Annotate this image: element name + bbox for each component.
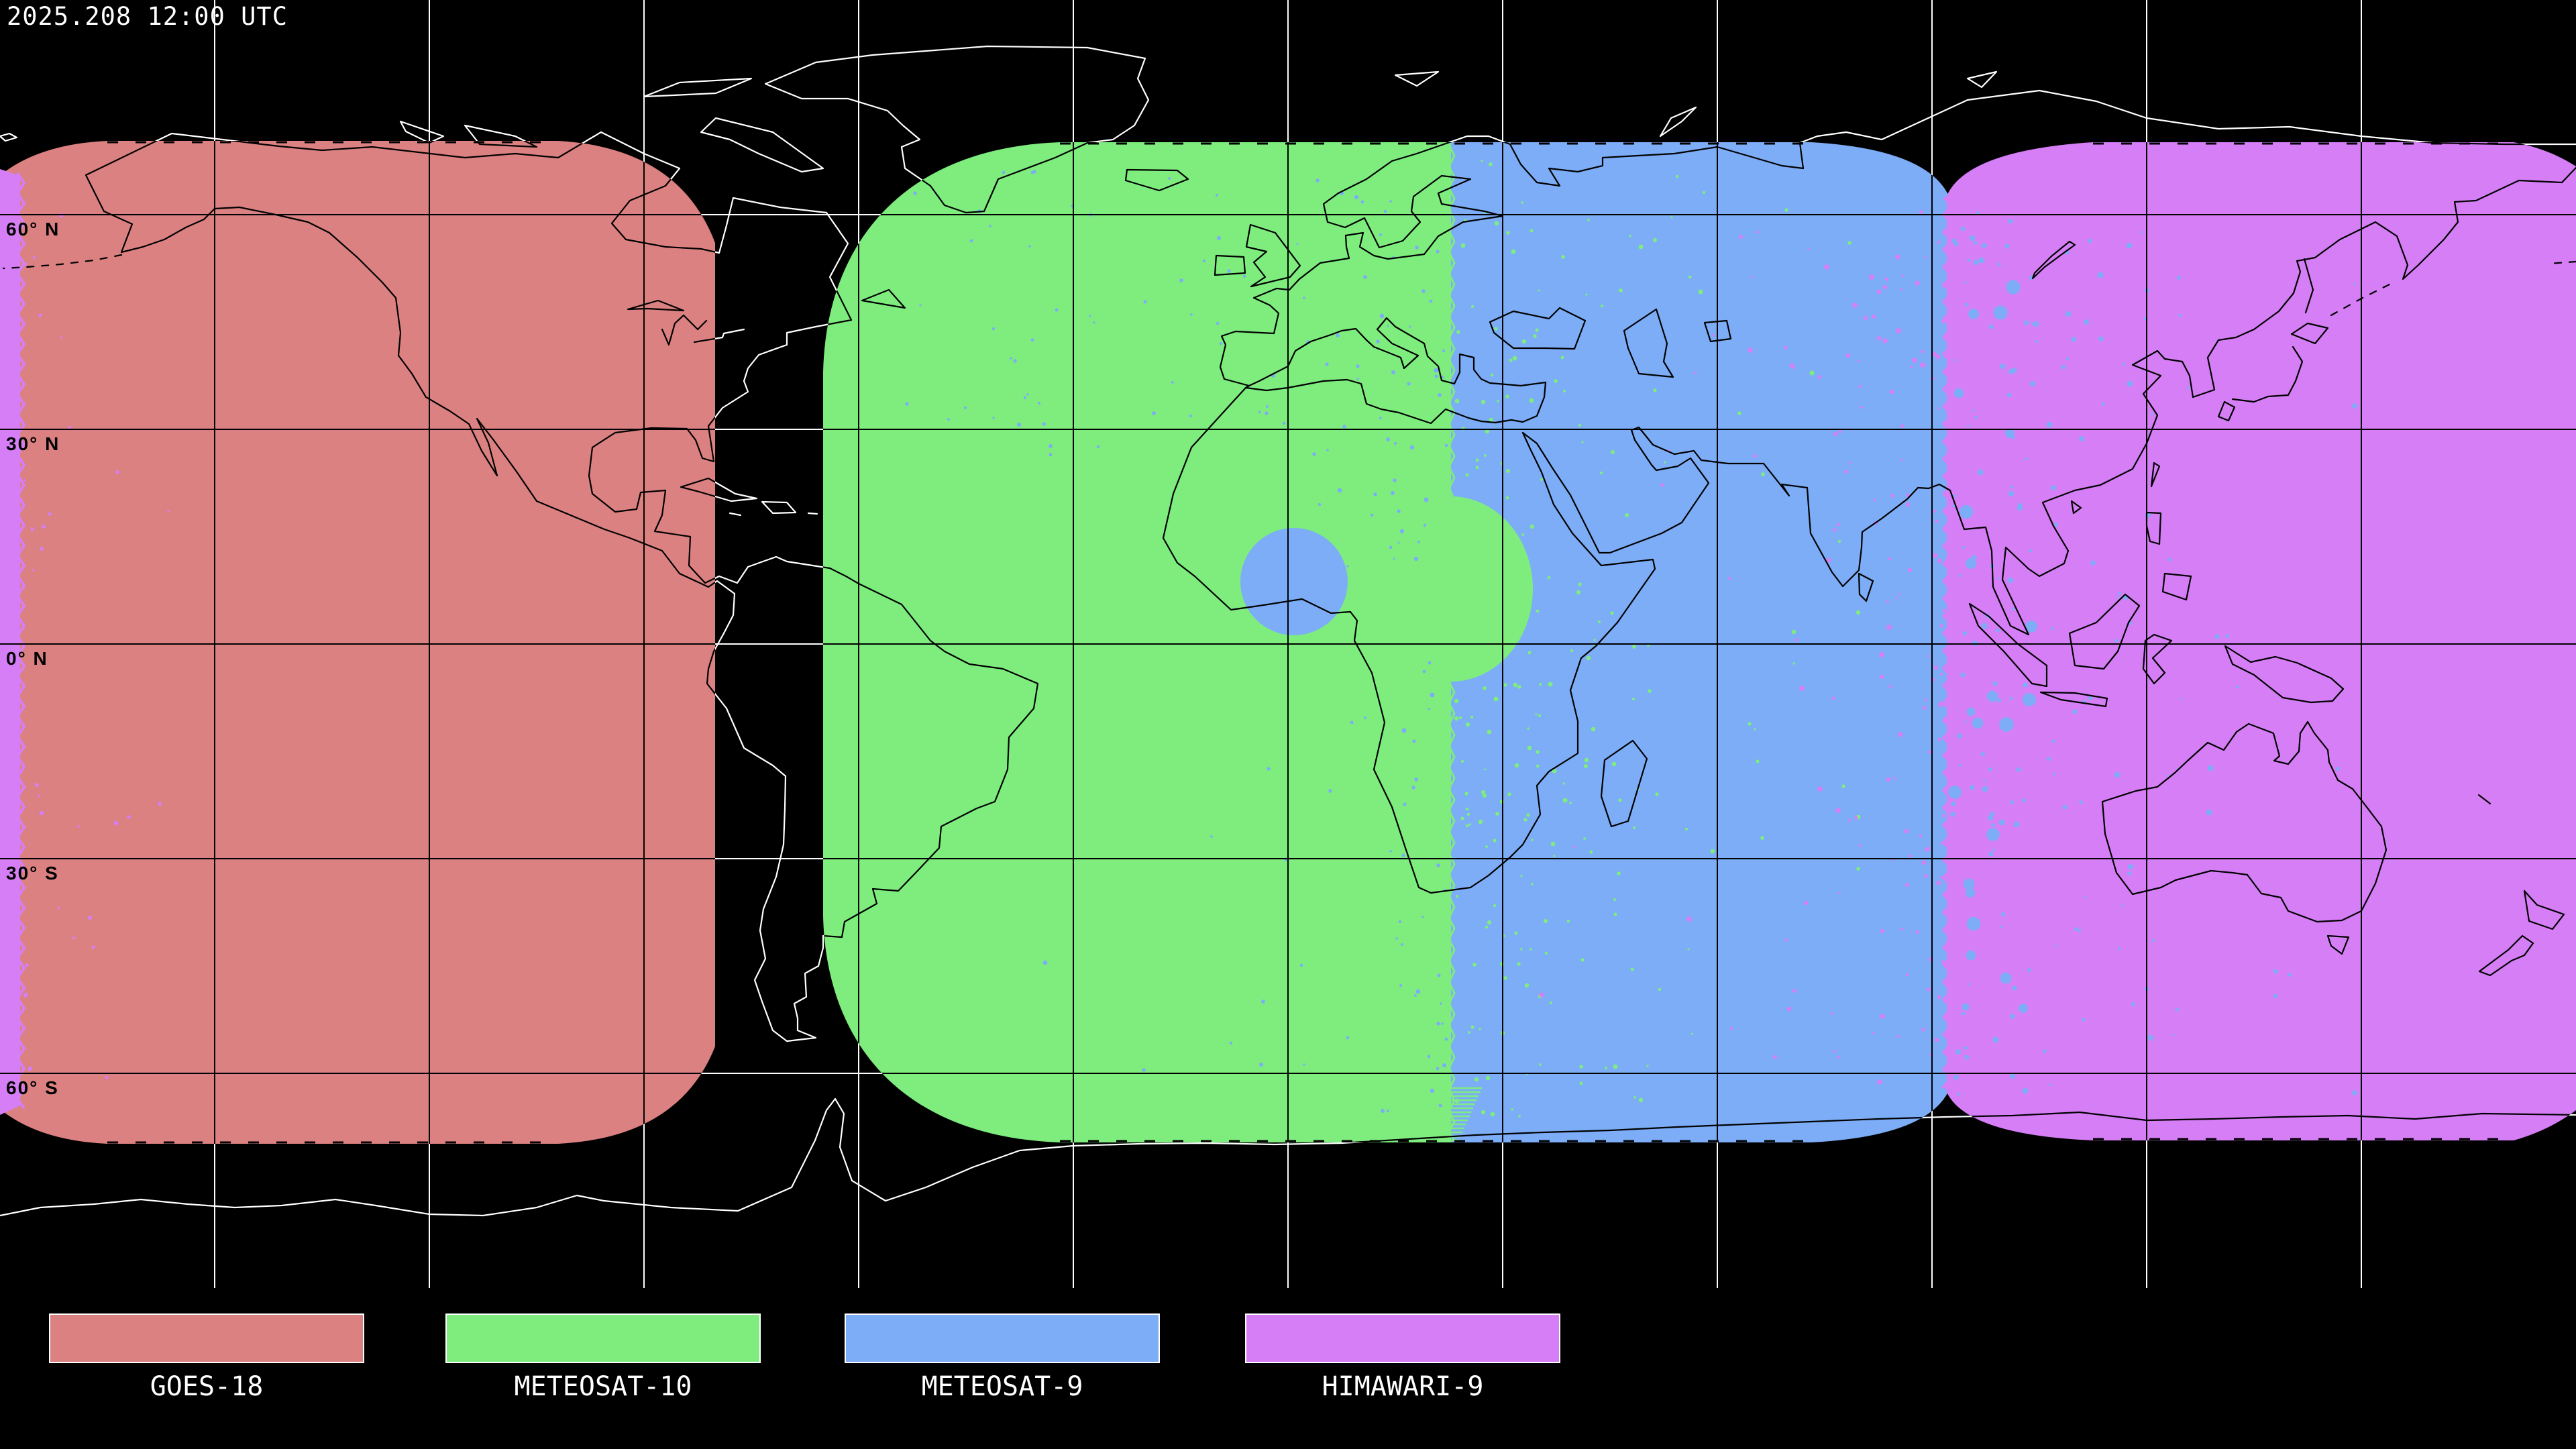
goes18-coverage-region	[0, 141, 715, 1144]
latitude-label: 60° S	[6, 1077, 59, 1098]
sliver-jagged-edge	[15, 172, 26, 1110]
timestamp: 2025.208 12:00 UTC	[7, 2, 288, 31]
meteosat9-himawari9-jagged-boundary	[1941, 196, 1955, 1091]
legend-label-goes18: GOES-18	[150, 1371, 264, 1402]
himawari9-wraparound-sliver	[0, 169, 20, 1115]
legend-label-meteosat9: METEOSAT-9	[921, 1371, 1083, 1402]
dither-speckles	[23, 160, 2357, 1118]
himawari9-coverage-region	[1947, 142, 2576, 1140]
coverage-regions	[0, 141, 2576, 1144]
meteosat9-coverage-region	[1451, 142, 1949, 1142]
region-edge-dashes	[107, 141, 2514, 1144]
meteosat9-enclave-disc	[1240, 528, 1348, 635]
legend-swatch-goes18	[49, 1313, 364, 1363]
latitude-label: 30° N	[6, 433, 60, 454]
latitude-label: 60° N	[6, 219, 60, 239]
latitude-label: 30° S	[6, 863, 59, 883]
latitude-label: 0° N	[6, 648, 48, 669]
legend-label-himawari9: HIMAWARI-9	[1322, 1371, 1484, 1402]
legend-swatch-meteosat9	[845, 1313, 1160, 1363]
meteosat10-equatorial-bulge	[1369, 496, 1533, 682]
over-coverage-layer	[0, 0, 2576, 1288]
legend-swatch-meteosat10	[445, 1313, 761, 1363]
coastlines-over-coverage	[0, 141, 2576, 1144]
legend-label-meteosat10: METEOSAT-10	[514, 1371, 692, 1402]
legend-swatch-himawari9	[1245, 1313, 1560, 1363]
